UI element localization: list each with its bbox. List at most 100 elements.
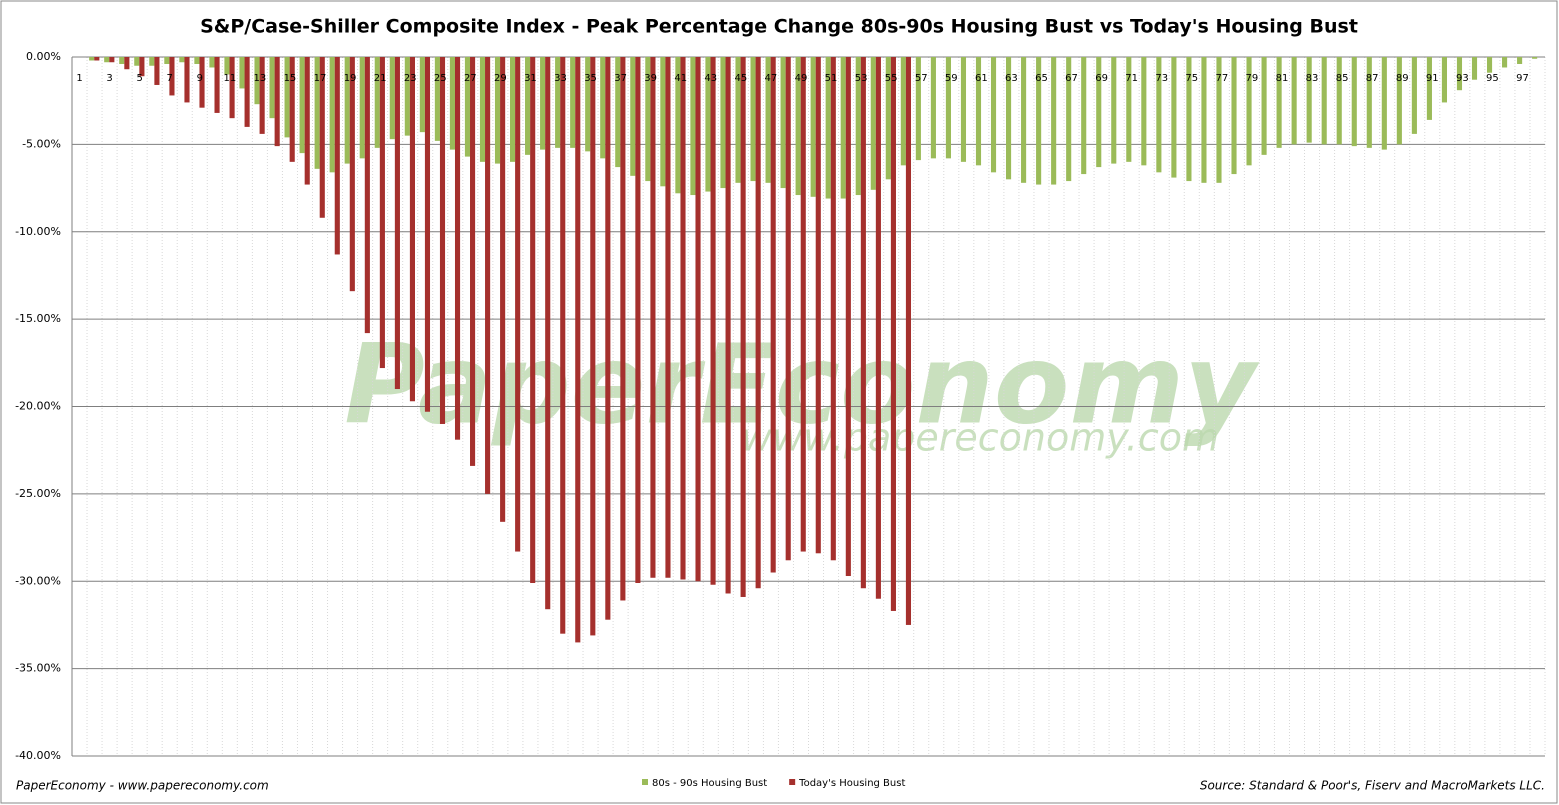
x-tick-label: 79	[1246, 73, 1259, 84]
bar	[645, 57, 651, 182]
bar	[635, 57, 641, 583]
bar	[124, 57, 130, 70]
bar	[500, 57, 506, 522]
x-tick-label: 63	[1005, 73, 1018, 84]
bar	[485, 57, 491, 494]
x-tick-label: 65	[1035, 73, 1048, 84]
bar	[1456, 57, 1463, 91]
bar	[830, 57, 836, 561]
bar	[104, 57, 110, 63]
x-tick-label: 7	[167, 73, 173, 84]
bar	[289, 57, 295, 162]
y-tick-label: -25.00%	[15, 487, 61, 500]
bar	[109, 57, 115, 63]
bar	[570, 57, 576, 148]
bar	[1021, 57, 1027, 183]
bar	[419, 57, 425, 133]
bar	[1411, 57, 1417, 134]
bar	[269, 57, 275, 119]
bar	[349, 57, 355, 292]
x-tick-label: 53	[855, 73, 868, 84]
x-tick-label: 89	[1396, 73, 1409, 84]
bar	[449, 57, 455, 150]
bar	[1517, 57, 1523, 64]
bar	[1096, 57, 1102, 168]
x-tick-label: 87	[1366, 73, 1379, 84]
bar	[930, 57, 936, 159]
bar	[525, 57, 531, 155]
bar	[1426, 57, 1432, 120]
legend-swatch	[642, 779, 648, 785]
bar	[530, 57, 536, 583]
x-tick-label: 23	[404, 73, 417, 84]
x-tick-label: 33	[554, 73, 567, 84]
bar	[885, 57, 891, 180]
bar	[1051, 57, 1057, 185]
x-tick-label: 39	[644, 73, 657, 84]
bar	[725, 57, 731, 594]
bar	[364, 57, 370, 334]
bar	[199, 57, 205, 108]
bar	[209, 57, 215, 68]
bar	[575, 57, 581, 643]
bar	[825, 57, 831, 199]
x-tick-label: 29	[494, 73, 507, 84]
bar	[404, 57, 410, 136]
bar	[184, 57, 190, 103]
bar	[1156, 57, 1162, 173]
bar	[695, 57, 701, 582]
bar	[1126, 57, 1132, 162]
bar	[915, 57, 921, 161]
bar	[515, 57, 521, 552]
x-tick-label: 9	[197, 73, 203, 84]
bar	[274, 57, 280, 147]
bar	[905, 57, 912, 625]
bar	[94, 57, 100, 61]
bar	[690, 57, 696, 196]
bar	[1246, 57, 1252, 166]
x-tick-label: 55	[885, 73, 898, 84]
bar	[960, 57, 967, 162]
legend-label: 80s - 90s Housing Bust	[652, 778, 767, 789]
x-tick-label: 11	[223, 73, 236, 84]
bar	[424, 57, 431, 412]
bar	[1486, 57, 1493, 73]
x-tick-label: 47	[765, 73, 778, 84]
bar	[605, 57, 611, 620]
bar	[890, 57, 896, 611]
bar	[254, 57, 260, 105]
bar	[1201, 57, 1207, 183]
x-tick-label: 85	[1336, 73, 1349, 84]
chart-title: S&P/Case-Shiller Composite Index - Peak …	[200, 16, 1358, 38]
bar	[119, 57, 125, 64]
bar	[154, 57, 160, 85]
x-tick-label: 67	[1065, 73, 1078, 84]
x-tick-label: 27	[464, 73, 477, 84]
x-tick-label: 31	[524, 73, 537, 84]
bar	[720, 57, 726, 189]
bar	[855, 57, 861, 196]
bar	[89, 57, 95, 61]
x-tick-label: 3	[106, 73, 112, 84]
bar	[945, 57, 951, 159]
bar	[585, 57, 591, 152]
x-tick-label: 1	[76, 73, 82, 84]
x-tick-label: 45	[734, 73, 747, 84]
bar	[1081, 57, 1087, 175]
bar	[810, 57, 816, 197]
x-tick-label: 81	[1276, 73, 1289, 84]
bar	[229, 57, 235, 119]
bar	[454, 57, 461, 440]
bar	[470, 57, 476, 466]
y-tick-label: -35.00%	[15, 662, 61, 675]
x-tick-label: 69	[1095, 73, 1108, 84]
x-tick-label: 19	[344, 73, 357, 84]
x-tick-label: 51	[825, 73, 838, 84]
bar	[389, 57, 395, 140]
bar	[545, 57, 551, 610]
watermark-url: www.papereconomy.com	[741, 416, 1219, 460]
bar	[169, 57, 175, 96]
bar	[750, 57, 756, 182]
bar	[224, 57, 230, 75]
bar	[259, 57, 265, 134]
